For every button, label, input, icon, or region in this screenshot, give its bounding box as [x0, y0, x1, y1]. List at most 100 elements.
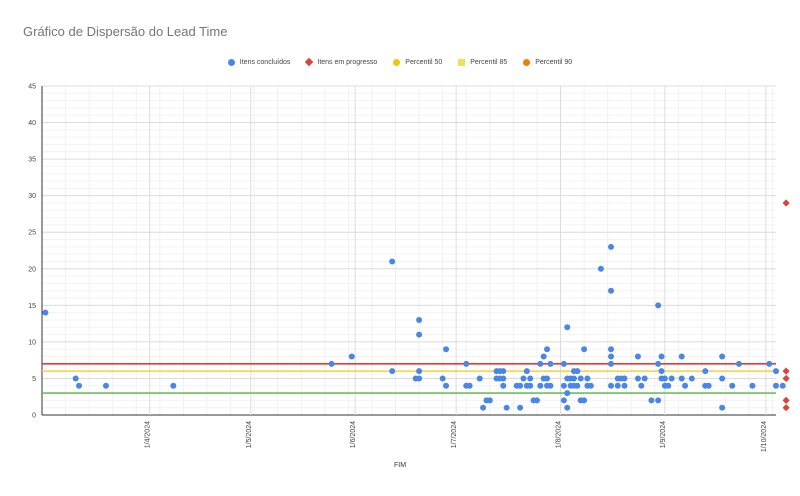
data-point-completed: [634, 375, 641, 382]
data-point-completed: [416, 331, 423, 338]
data-point-completed: [719, 404, 726, 411]
data-point-completed: [560, 382, 567, 389]
legend-item-completed[interactable]: Itens concluídos: [227, 55, 291, 69]
data-point-completed: [678, 375, 685, 382]
data-point-completed: [581, 346, 588, 353]
data-point-completed: [544, 346, 551, 353]
x-tick-label: 1/8/2024: [556, 421, 563, 448]
chart-title: Gráfico de Dispersão do Lead Time: [23, 24, 228, 39]
data-point-completed: [655, 397, 662, 404]
data-point-completed: [702, 368, 709, 375]
data-point-completed: [564, 324, 571, 331]
data-point-completed: [564, 404, 571, 411]
legend-item-p85[interactable]: Percentil 85: [458, 55, 507, 69]
data-point-completed: [648, 397, 655, 404]
data-point-completed: [416, 316, 423, 323]
data-point-completed: [749, 382, 756, 389]
data-point-completed: [705, 382, 712, 389]
y-tick-label: 5: [32, 376, 36, 383]
y-tick-label: 25: [28, 230, 36, 237]
data-point-completed: [416, 368, 423, 375]
data-point-in-progress: [782, 404, 790, 412]
data-point-completed: [678, 353, 685, 360]
x-tick-label: 1/7/2024: [451, 421, 458, 448]
data-point-completed: [661, 375, 668, 382]
data-point-completed: [328, 360, 335, 367]
data-point-completed: [533, 397, 540, 404]
data-point-completed: [389, 368, 396, 375]
y-tick-label: 45: [28, 84, 36, 91]
data-point-completed: [547, 382, 554, 389]
data-point-completed: [72, 375, 79, 382]
data-point-completed: [668, 375, 675, 382]
data-point-completed: [735, 360, 742, 367]
data-point-completed: [389, 258, 396, 265]
legend-item-p90[interactable]: Percentil 90: [523, 55, 572, 69]
data-point-completed: [560, 360, 567, 367]
data-point-completed: [517, 404, 524, 411]
data-point-completed: [523, 368, 530, 375]
data-point-completed: [719, 353, 726, 360]
data-point-completed: [348, 353, 355, 360]
data-point-in-progress: [782, 367, 790, 375]
data-point-completed: [527, 375, 534, 382]
data-point-completed: [570, 375, 577, 382]
data-point-completed: [540, 353, 547, 360]
data-point-completed: [500, 375, 507, 382]
data-point-completed: [621, 375, 628, 382]
data-point-completed: [443, 382, 450, 389]
data-point-completed: [537, 382, 544, 389]
y-tick-label: 30: [28, 193, 36, 200]
x-tick-label: 1/4/2024: [145, 421, 152, 448]
data-point-completed: [608, 243, 615, 250]
data-point-completed: [584, 375, 591, 382]
data-point-completed: [170, 382, 177, 389]
data-point-completed: [658, 368, 665, 375]
y-tick-label: 10: [28, 339, 36, 346]
legend-item-p50[interactable]: Percentil 50: [393, 55, 442, 69]
data-point-completed: [655, 302, 662, 309]
y-tick-label: 20: [28, 266, 36, 273]
legend-swatch-p85: [458, 58, 466, 66]
data-point-completed: [638, 382, 645, 389]
data-point-completed: [463, 360, 470, 367]
x-tick-label: 1/5/2024: [246, 421, 253, 448]
data-point-completed: [560, 397, 567, 404]
legend-label-p85: Percentil 85: [470, 58, 508, 66]
x-tick-label: 1/10/2024: [761, 421, 768, 452]
data-point-in-progress: [782, 199, 790, 207]
data-point-completed: [658, 353, 665, 360]
data-point-completed: [621, 382, 628, 389]
data-point-completed: [641, 375, 648, 382]
data-point-completed: [416, 375, 423, 382]
data-point-completed: [564, 390, 571, 397]
data-point-completed: [729, 382, 736, 389]
data-point-completed: [480, 404, 487, 411]
legend-item-in-progress[interactable]: Itens em progresso: [305, 55, 377, 69]
y-tick-label: 35: [28, 157, 36, 164]
data-point-completed: [608, 360, 615, 367]
data-point-completed: [476, 375, 483, 382]
data-point-completed: [520, 375, 527, 382]
data-point-completed: [608, 353, 615, 360]
data-point-completed: [597, 265, 604, 272]
data-point-completed: [574, 368, 581, 375]
legend-label-p90: Percentil 90: [535, 58, 573, 66]
data-point-completed: [574, 382, 581, 389]
data-point-completed: [665, 382, 672, 389]
data-point-completed: [779, 382, 786, 389]
data-point-completed: [608, 287, 615, 294]
data-point-in-progress: [782, 396, 790, 404]
data-point-completed: [503, 404, 510, 411]
data-point-completed: [766, 360, 773, 367]
legend-label-completed: Itens concluídos: [239, 58, 291, 66]
data-point-completed: [486, 397, 493, 404]
data-point-completed: [500, 382, 507, 389]
data-point-completed: [76, 382, 83, 389]
data-point-completed: [608, 382, 615, 389]
data-point-completed: [517, 382, 524, 389]
data-point-completed: [773, 368, 779, 375]
data-point-completed: [42, 309, 49, 316]
data-point-completed: [466, 382, 473, 389]
